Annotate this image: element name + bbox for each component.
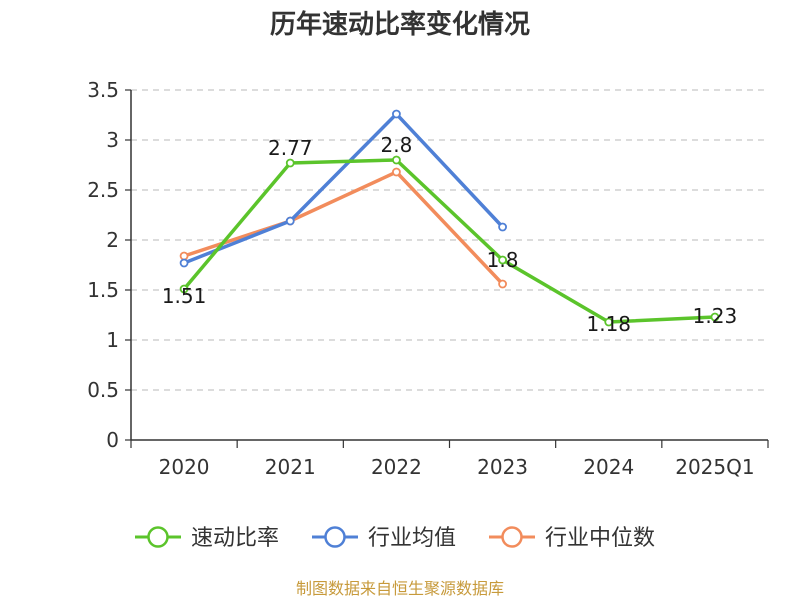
x-tick-label: 2022 (371, 455, 422, 479)
legend-marker (147, 526, 169, 548)
data-point (285, 216, 295, 226)
data-point (392, 155, 401, 165)
x-tick-label: 2020 (159, 455, 210, 479)
source-note: 制图数据来自恒生聚源数据库 (296, 579, 504, 598)
data-point (179, 284, 189, 294)
legend-label: 行业中位数 (545, 526, 655, 551)
series-line (182, 158, 717, 324)
y-tick-label: 0 (106, 428, 119, 452)
data-point (498, 279, 507, 289)
data-point (392, 109, 401, 119)
y-tick-label: 3.5 (87, 78, 119, 102)
series (179, 109, 720, 327)
y-tick-label: 2 (106, 228, 119, 252)
data-label: 1.23 (693, 304, 738, 328)
data-point (285, 158, 295, 168)
y-tick-label: 1 (106, 328, 119, 352)
series-line (182, 170, 505, 286)
data-label: 2.77 (268, 136, 313, 160)
data-point (710, 312, 720, 322)
data-point (179, 258, 189, 268)
y-tick-label: 2.5 (87, 178, 119, 202)
series-line (182, 112, 505, 265)
legend-item: 行业中位数 (489, 526, 655, 551)
x-tick-label: 2021 (265, 455, 316, 479)
y-tick-label: 3 (106, 128, 119, 152)
data-point (392, 167, 401, 177)
legend-item: 速动比率 (135, 526, 279, 551)
x-tick-label: 2025Q1 (675, 455, 754, 479)
legend: 速动比率 行业均值 行业中位数 (135, 526, 655, 551)
data-point (498, 255, 507, 265)
x-tick-label: 2024 (583, 455, 634, 479)
y-tick-label: 1.5 (87, 278, 119, 302)
chart-title: 历年速动比率变化情况 (270, 9, 530, 40)
data-label: 1.18 (586, 312, 631, 336)
data-labels: 1.51 2.77 2.8 1.8 1.18 1.23 (162, 133, 737, 336)
legend-label: 行业均值 (368, 526, 456, 551)
legend-item: 行业均值 (312, 526, 456, 551)
axes: 0 0.5 1 1.5 2 2.5 3 3.5 2020 2021 2022 2023 2024 2025… (87, 78, 769, 479)
x-tick-label: 2023 (477, 455, 528, 479)
y-tick-label: 0.5 (87, 378, 119, 402)
data-label: 1.51 (162, 284, 207, 308)
legend-marker (501, 526, 523, 548)
data-label: 2.8 (381, 133, 413, 157)
data-label: 1.8 (487, 248, 519, 272)
data-point (604, 317, 614, 327)
legend-label: 速动比率 (191, 526, 279, 551)
grid (131, 89, 768, 391)
legend-marker (324, 526, 346, 548)
data-point (498, 222, 507, 232)
data-point (179, 251, 189, 261)
